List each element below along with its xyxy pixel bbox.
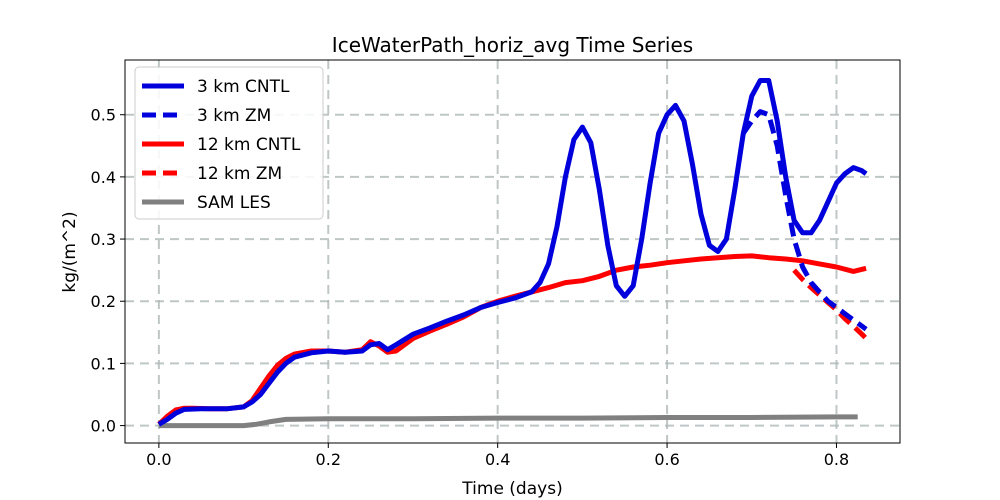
legend-label: 3 km CNTL (197, 77, 290, 97)
legend-label: 3 km ZM (197, 106, 271, 126)
x-tick-label: 0.6 (654, 450, 679, 469)
plot-area-frame (124, 59, 901, 444)
y-tick-label: 0.5 (91, 106, 116, 125)
series-line-3-km-zm (741, 109, 868, 332)
legend-label: 12 km CNTL (197, 135, 301, 155)
legend-label: SAM LES (197, 193, 271, 213)
y-tick-label: 0.1 (91, 354, 116, 373)
x-tick-label: 0.0 (146, 450, 171, 469)
legend-box (134, 66, 324, 220)
series-line-3-km-cntl (157, 78, 868, 427)
legend-label: 12 km ZM (197, 164, 282, 184)
y-tick-label: 0.0 (91, 417, 116, 436)
x-tick-label: 0.4 (485, 450, 510, 469)
y-tick-label: 0.4 (91, 168, 116, 187)
legend: 3 km CNTL 3 km ZM 12 km CNTL 12 km ZM SAM LE… (134, 66, 324, 220)
y-tick-label: 0.3 (91, 230, 116, 249)
chart-title: IceWaterPath_horiz_avg Time Series (332, 33, 693, 57)
x-axis-label: Time (days) (461, 479, 562, 499)
series-lines (157, 78, 868, 429)
y-axis-label: kg/(m^2) (60, 211, 80, 292)
axis-ticks: 0.0 0.2 0.4 0.6 0.8 0.0 0.1 0.2 0.3 0.4 0.5 (91, 106, 850, 469)
series-line-sam-les (158, 414, 858, 429)
y-tick-label: 0.2 (91, 292, 116, 311)
x-tick-label: 0.2 (316, 450, 341, 469)
x-tick-label: 0.8 (824, 450, 849, 469)
